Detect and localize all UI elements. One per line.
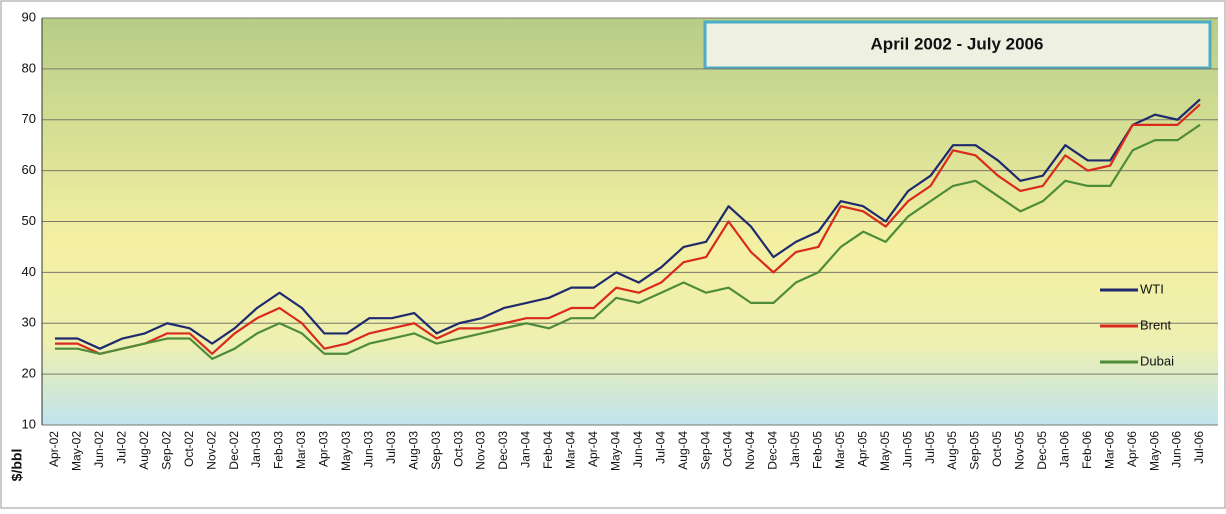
y-tick-label: 20	[22, 366, 36, 381]
x-tick-label: Aug-04	[676, 431, 690, 470]
x-tick-label: Jan-04	[519, 431, 533, 468]
x-tick-label: Apr-03	[317, 431, 331, 467]
x-tick-label: Mar-06	[1102, 431, 1116, 469]
y-tick-label: 60	[22, 162, 36, 177]
x-tick-label: Apr-06	[1125, 431, 1139, 467]
y-tick-label: 90	[22, 9, 36, 24]
y-axis-label: $/bbl	[9, 449, 25, 482]
x-tick-label: Jul-03	[384, 431, 398, 464]
x-tick-label: Feb-06	[1080, 431, 1094, 469]
x-tick-label: Apr-05	[855, 431, 869, 467]
x-tick-label: Oct-05	[990, 431, 1004, 467]
x-tick-label: Jan-03	[249, 431, 263, 468]
x-tick-label: Sep-03	[429, 431, 443, 470]
y-tick-label: 50	[22, 213, 36, 228]
x-tick-label: Oct-03	[451, 431, 465, 467]
x-tick-label: Apr-02	[47, 431, 61, 467]
x-tick-label: Apr-04	[586, 431, 600, 467]
x-tick-label: Nov-04	[743, 431, 757, 470]
x-tick-label: Mar-05	[833, 431, 847, 469]
y-tick-label: 30	[22, 315, 36, 330]
series-line	[55, 98, 1201, 350]
x-tick-label: Oct-04	[721, 431, 735, 467]
x-tick-label: Nov-02	[204, 431, 218, 470]
x-tick-label: Jun-02	[92, 431, 106, 468]
x-tick-label: Dec-05	[1035, 431, 1049, 470]
chart-title: April 2002 - July 2006	[871, 34, 1044, 53]
x-tick-label: Oct-02	[182, 431, 196, 467]
x-tick-label: Dec-02	[227, 431, 241, 470]
x-tick-label: Jul-04	[653, 431, 667, 464]
x-tick-label: Jun-06	[1170, 431, 1184, 468]
legend-label: Dubai	[1140, 353, 1174, 368]
x-tick-label: Dec-04	[766, 431, 780, 470]
x-tick-label: Jan-06	[1057, 431, 1071, 468]
x-tick-label: Feb-05	[811, 431, 825, 469]
x-tick-label: May-03	[339, 431, 353, 471]
x-tick-label: Nov-05	[1013, 431, 1027, 470]
x-tick-label: Jun-05	[900, 431, 914, 468]
x-tick-label: Aug-05	[945, 431, 959, 470]
x-tick-label: Feb-04	[541, 431, 555, 469]
x-tick-label: Jan-05	[788, 431, 802, 468]
x-tick-label: Jun-03	[361, 431, 375, 468]
x-tick-label: Sep-02	[159, 431, 173, 470]
x-tick-label: Aug-02	[137, 431, 151, 470]
x-tick-label: Jul-02	[115, 431, 129, 464]
x-tick-label: Mar-03	[294, 431, 308, 469]
y-tick-label: 10	[22, 416, 36, 431]
x-tick-label: Dec-03	[496, 431, 510, 470]
x-tick-label: Sep-04	[698, 431, 712, 470]
x-tick-label: Jul-05	[923, 431, 937, 464]
x-tick-label: Nov-03	[474, 431, 488, 470]
y-tick-label: 40	[22, 264, 36, 279]
title-box	[703, 20, 1212, 70]
x-tick-label: Jul-06	[1192, 431, 1206, 464]
x-tick-label: Mar-04	[564, 431, 578, 469]
legend-label: Brent	[1140, 317, 1171, 332]
x-tick-label: Feb-03	[272, 431, 286, 469]
y-tick-label: 80	[22, 60, 36, 75]
x-tick-label: Aug-03	[406, 431, 420, 470]
x-tick-label: May-05	[878, 431, 892, 471]
x-tick-label: Sep-05	[968, 431, 982, 470]
series-line	[55, 103, 1201, 355]
x-tick-label: May-04	[608, 431, 622, 471]
series-line	[55, 123, 1201, 360]
x-tick-label: Jun-04	[631, 431, 645, 468]
y-tick-label: 70	[22, 111, 36, 126]
x-tick-label: May-02	[70, 431, 84, 471]
legend-label: WTI	[1140, 281, 1164, 296]
x-tick-label: May-06	[1147, 431, 1161, 471]
